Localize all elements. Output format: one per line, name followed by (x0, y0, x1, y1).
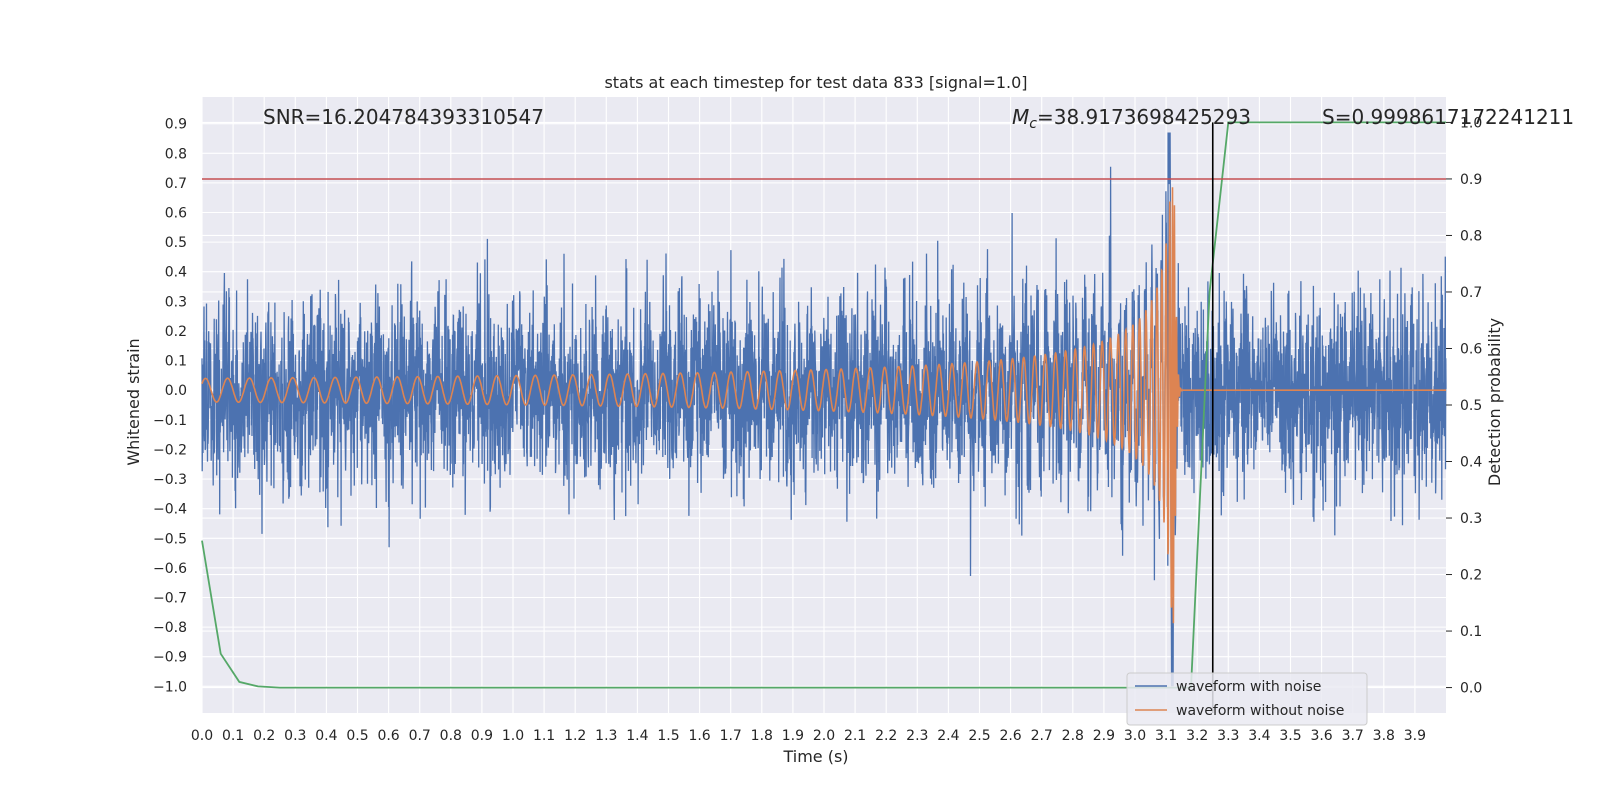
x-tick-label: 2.8 (1062, 728, 1084, 744)
x-tick-label: 1.3 (595, 728, 617, 744)
x-tick-label: 1.5 (657, 728, 679, 744)
x-tick-label: 2.9 (1093, 728, 1115, 744)
reference-lines (202, 122, 1446, 713)
x-tick-label: 3.1 (1155, 728, 1177, 744)
left-y-tick-label: 0.2 (165, 324, 187, 340)
right-axis-ticks: 1.0 0.9 0.8 0.7 0.6 0.5 0.4 0.3 0.2 0.1 0.0 (1446, 115, 1482, 697)
left-y-tick-label: 0.7 (165, 176, 187, 192)
x-tick-label: 3.9 (1404, 728, 1426, 744)
x-tick-label: 1.4 (626, 728, 648, 744)
chirp-mass-value: =38.9173698425293 (1037, 105, 1251, 129)
chirp-mass-symbol: M (1012, 105, 1029, 129)
right-y-tick-label: 0.0 (1460, 681, 1482, 697)
left-y-tick-label: −0.6 (153, 561, 187, 577)
x-tick-label: 3.7 (1342, 728, 1364, 744)
x-tick-label: 3.4 (1248, 728, 1270, 744)
noise-waveform-line (201, 132, 1447, 687)
detection-probability-line (201, 121, 1446, 689)
left-y-tick-label: 0.5 (165, 235, 187, 251)
left-y-tick-label: −0.1 (153, 413, 187, 429)
x-tick-label: 2.7 (1031, 728, 1053, 744)
chirp-mass-annotation: Mc=38.9173698425293 (1012, 105, 1251, 132)
clean-waveform-line (201, 187, 1446, 624)
x-tick-label: 0.4 (315, 728, 337, 744)
chirp-mass-subscript: c (1029, 116, 1037, 132)
x-tick-label: 0.0 (191, 728, 213, 744)
score-annotation: S=0.9998617172241211 (1322, 105, 1574, 129)
x-tick-label: 3.8 (1373, 728, 1395, 744)
x-tick-label: 2.6 (999, 728, 1021, 744)
x-tick-label: 1.9 (782, 728, 804, 744)
legend-box (1126, 672, 1368, 726)
x-tick-label: 1.1 (533, 728, 555, 744)
x-tick-label: 2.2 (875, 728, 897, 744)
x-tick-label: 0.7 (409, 728, 431, 744)
left-y-tick-label: −0.7 (153, 591, 187, 607)
left-y-tick-label: 0.3 (165, 294, 187, 310)
left-axis-ticks: 0.9 0.8 0.7 0.6 0.5 0.4 0.3 0.2 0.1 0.0 −0.1 −0.2 −0… (153, 117, 187, 696)
x-tick-label: 0.5 (346, 728, 368, 744)
x-tick-label: 0.9 (471, 728, 493, 744)
left-y-tick-label: 0.8 (165, 146, 187, 162)
x-tick-label: 2.4 (937, 728, 959, 744)
legend: waveform with noise waveform without noi… (1126, 672, 1368, 726)
right-y-tick-label: 0.1 (1460, 624, 1482, 640)
x-tick-label: 0.8 (440, 728, 462, 744)
left-y-tick-label: −0.5 (153, 531, 187, 547)
x-tick-label: 3.6 (1310, 728, 1332, 744)
x-tick-label: 3.5 (1279, 728, 1301, 744)
x-tick-label: 1.8 (751, 728, 773, 744)
right-y-tick-label: 0.9 (1460, 172, 1482, 188)
x-tick-label: 0.2 (253, 728, 275, 744)
x-tick-label: 1.2 (564, 728, 586, 744)
right-y-tick-label: 0.2 (1460, 568, 1482, 584)
left-y-tick-label: 0.4 (165, 265, 187, 281)
legend-label-noise: waveform with noise (1176, 679, 1321, 695)
left-y-tick-label: −0.4 (153, 502, 187, 518)
right-y-tick-label: 0.7 (1460, 285, 1482, 301)
x-tick-label: 1.6 (688, 728, 710, 744)
chart-title: stats at each timestep for test data 833… (604, 73, 1027, 92)
left-axis-label: Whitened strain (124, 338, 143, 465)
left-y-tick-label: −0.9 (153, 650, 187, 666)
right-y-tick-label: 0.6 (1460, 341, 1482, 357)
snr-annotation: SNR=16.204784393310547 (263, 105, 544, 129)
x-tick-label: 2.1 (844, 728, 866, 744)
x-tick-label: 0.6 (377, 728, 399, 744)
x-tick-label: 2.0 (813, 728, 835, 744)
left-y-tick-label: −0.2 (153, 442, 187, 458)
right-y-tick-label: 0.4 (1460, 455, 1482, 471)
right-axis-label: Detection probability (1485, 318, 1504, 486)
x-axis-label: Time (s) (782, 747, 848, 766)
x-tick-label: 1.0 (502, 728, 524, 744)
right-y-tick-label: 0.3 (1460, 511, 1482, 527)
x-axis-ticks: 0.0 0.1 0.2 0.3 0.4 0.5 0.6 0.7 0.8 0.9 1.0 1.1 1.2 1… (191, 728, 1426, 744)
series-waveform-without-noise (201, 187, 1446, 624)
left-y-tick-label: −0.3 (153, 472, 187, 488)
series-waveform-with-noise (201, 132, 1447, 687)
left-y-tick-label: −1.0 (153, 679, 187, 695)
x-tick-label: 3.0 (1124, 728, 1146, 744)
x-tick-label: 3.2 (1186, 728, 1208, 744)
right-y-tick-label: 0.8 (1460, 228, 1482, 244)
left-y-tick-label: 0.0 (165, 383, 187, 399)
x-tick-label: 3.3 (1217, 728, 1239, 744)
x-tick-label: 1.7 (720, 728, 742, 744)
x-tick-label: 2.5 (968, 728, 990, 744)
x-tick-label: 0.3 (284, 728, 306, 744)
left-y-tick-label: −0.8 (153, 620, 187, 636)
series-detection-probability (201, 121, 1446, 689)
right-y-tick-label: 0.5 (1460, 398, 1482, 414)
right-y-tick-label: 1.0 (1460, 115, 1482, 131)
left-y-tick-label: 0.1 (165, 354, 187, 370)
left-y-tick-label: 0.9 (165, 117, 187, 133)
x-tick-label: 2.3 (906, 728, 928, 744)
legend-label-clean: waveform without noise (1176, 703, 1344, 719)
x-tick-label: 0.1 (222, 728, 244, 744)
left-y-tick-label: 0.6 (165, 206, 187, 222)
